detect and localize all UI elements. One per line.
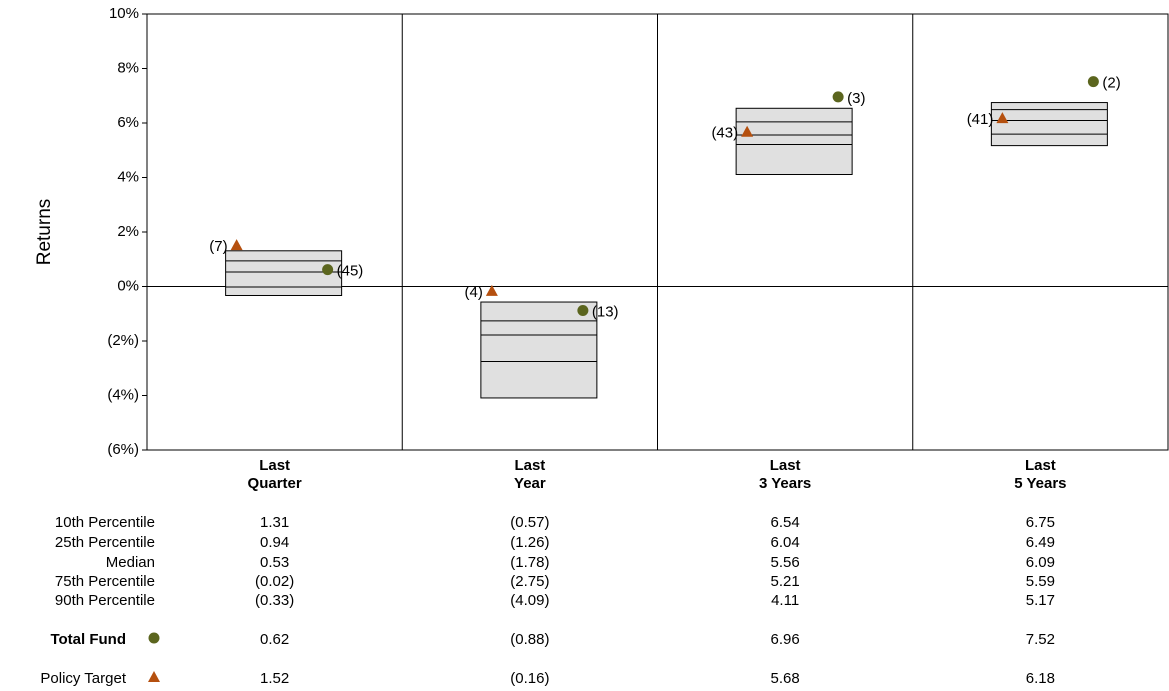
table-value: (1.26) — [510, 534, 549, 551]
table-value: (0.16) — [510, 670, 549, 687]
x-tick-label: Last 5 Years — [1014, 457, 1067, 492]
table-value: 0.94 — [260, 534, 289, 551]
table-value: 6.54 — [771, 514, 800, 531]
series-marker — [485, 284, 498, 296]
table-value: 5.56 — [771, 554, 800, 571]
rank-label: (2) — [1102, 75, 1120, 92]
series-marker — [1087, 76, 1099, 88]
table-value: 6.96 — [771, 631, 800, 648]
rank-label: (45) — [337, 263, 364, 280]
series-marker — [230, 239, 243, 251]
table-value: 0.53 — [260, 554, 289, 571]
table-value: 6.75 — [1026, 514, 1055, 531]
table-value: 0.62 — [260, 631, 289, 648]
table-value: 6.49 — [1026, 534, 1055, 551]
y-tick-label: 2% — [117, 223, 139, 240]
table-row-label: 90th Percentile — [55, 592, 155, 609]
table-value: 6.09 — [1026, 554, 1055, 571]
percentile-box — [735, 107, 853, 176]
legend-label: Total Fund — [50, 631, 126, 648]
y-tick-label: 4% — [117, 168, 139, 185]
table-value: 1.31 — [260, 514, 289, 531]
table-value: 6.18 — [1026, 670, 1055, 687]
table-value: 1.52 — [260, 670, 289, 687]
table-value: 6.04 — [771, 534, 800, 551]
table-row-label: 75th Percentile — [55, 573, 155, 590]
table-value: (2.75) — [510, 573, 549, 590]
table-value: (0.88) — [510, 631, 549, 648]
rank-label: (4) — [465, 284, 483, 301]
table-row-label: 10th Percentile — [55, 514, 155, 531]
x-tick-label: Last Year — [514, 457, 546, 492]
rank-label: (7) — [209, 238, 227, 255]
percentile-box — [480, 301, 598, 399]
table-value: 4.11 — [771, 592, 799, 609]
y-tick-label: 10% — [109, 5, 139, 22]
percentile-box — [990, 102, 1108, 147]
y-tick-label: (2%) — [107, 332, 139, 349]
series-marker — [322, 264, 334, 276]
rank-label: (41) — [967, 111, 994, 128]
table-value: 5.59 — [1026, 573, 1055, 590]
table-value: 5.17 — [1026, 592, 1055, 609]
table-value: (4.09) — [510, 592, 549, 609]
series-marker — [996, 112, 1009, 124]
table-value: 5.21 — [771, 573, 800, 590]
percentile-box — [225, 250, 343, 296]
y-tick-label: (4%) — [107, 386, 139, 403]
legend-label: Policy Target — [40, 670, 126, 687]
table-row-label: Median — [106, 554, 155, 571]
y-axis-title: Returns — [34, 199, 55, 266]
legend-marker — [148, 632, 160, 644]
y-tick-label: 8% — [117, 59, 139, 76]
table-value: (0.57) — [510, 514, 549, 531]
table-value: (0.33) — [255, 592, 294, 609]
legend-marker — [148, 671, 160, 682]
table-value: 7.52 — [1026, 631, 1055, 648]
x-tick-label: Last Quarter — [247, 457, 302, 492]
y-tick-label: 6% — [117, 114, 139, 131]
table-value: (0.02) — [255, 573, 294, 590]
rank-label: (3) — [847, 90, 865, 107]
y-tick-label: 0% — [117, 277, 139, 294]
x-tick-label: Last 3 Years — [758, 457, 812, 492]
y-tick-label: (6%) — [107, 441, 139, 458]
rank-label: (43) — [711, 125, 738, 142]
series-marker — [832, 91, 844, 103]
table-row-label: 25th Percentile — [55, 534, 155, 551]
table-value: (1.78) — [510, 554, 549, 571]
series-marker — [577, 304, 589, 316]
series-marker — [741, 125, 754, 137]
rank-label: (13) — [592, 303, 619, 320]
table-value: 5.68 — [771, 670, 800, 687]
